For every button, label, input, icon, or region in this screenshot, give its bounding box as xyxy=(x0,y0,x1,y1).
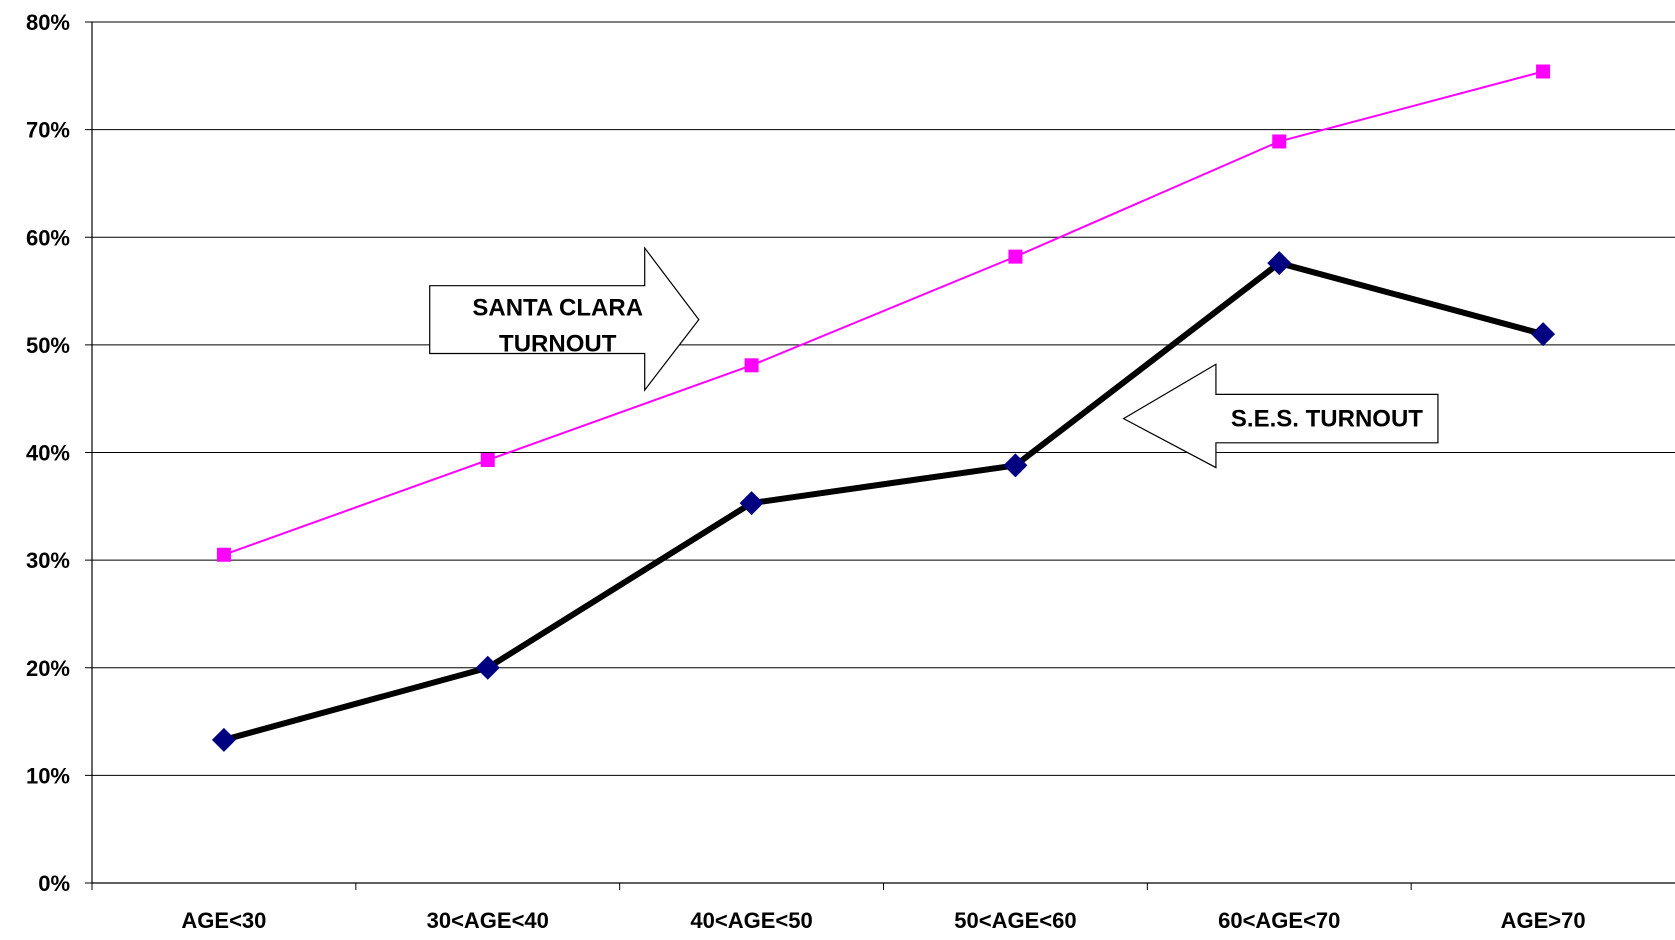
ses-callout-label: S.E.S. TURNOUT xyxy=(1231,406,1423,433)
data-point xyxy=(1267,251,1292,276)
y-tick-labels: 0% 10% 20% 30% 40% 50% 60% 70% 80% xyxy=(26,10,70,896)
series-2 xyxy=(211,251,1556,752)
santa-clara-callout-label: SANTA CLARA xyxy=(472,295,643,322)
data-point xyxy=(1536,64,1551,79)
x-tick-label: 40<AGE<50 xyxy=(690,908,812,933)
data-point xyxy=(475,655,500,680)
y-tick-label: 20% xyxy=(26,656,70,681)
y-tick-label: 80% xyxy=(26,10,70,35)
y-tick-label: 50% xyxy=(26,333,70,358)
santa-clara-callout-label: TURNOUT xyxy=(499,331,617,358)
series xyxy=(211,64,1556,752)
series-1 xyxy=(216,64,1551,562)
data-point xyxy=(480,453,495,468)
data-point xyxy=(1272,134,1287,149)
x-tick-label: 50<AGE<60 xyxy=(954,908,1076,933)
series-line xyxy=(223,260,1544,743)
axes xyxy=(85,21,1675,890)
grid-lines xyxy=(92,21,1675,776)
y-tick-label: 70% xyxy=(26,118,70,143)
x-tick-label: AGE<30 xyxy=(181,908,266,933)
y-tick-label: 0% xyxy=(38,871,70,896)
y-tick-label: 30% xyxy=(26,548,70,573)
data-point xyxy=(744,358,759,373)
data-point xyxy=(211,727,236,752)
santa-clara-callout-arrow xyxy=(429,246,700,392)
data-point xyxy=(739,491,764,516)
series-line xyxy=(223,70,1544,556)
y-tick-label: 10% xyxy=(26,763,70,788)
callouts: SANTA CLARA TURNOUT S.E.S. TURNOUT xyxy=(429,246,1439,469)
data-point xyxy=(216,547,231,562)
data-point xyxy=(1003,453,1028,478)
x-tick-label: AGE>70 xyxy=(1501,908,1586,933)
data-point xyxy=(1531,322,1556,347)
x-tick-labels: AGE<30 30<AGE<40 40<AGE<50 50<AGE<60 60<AGE<… xyxy=(181,908,1585,933)
ses-callout-arrow xyxy=(1122,363,1439,469)
data-point xyxy=(1008,249,1023,264)
x-tick-label: 30<AGE<40 xyxy=(427,908,549,933)
y-tick-label: 60% xyxy=(26,225,70,250)
y-tick-label: 40% xyxy=(26,441,70,466)
x-tick-label: 60<AGE<70 xyxy=(1218,908,1340,933)
